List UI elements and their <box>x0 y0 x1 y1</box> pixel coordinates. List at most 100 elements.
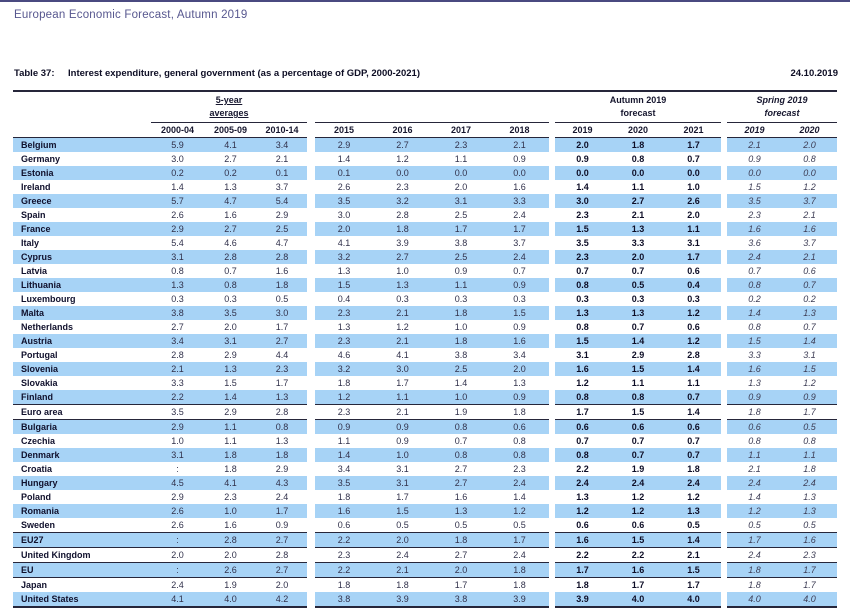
value-cell: 1.8 <box>257 278 307 292</box>
value-cell: 1.7 <box>555 562 610 578</box>
value-cell: 0.8 <box>576 322 589 332</box>
value-cell: 2.5 <box>454 210 468 220</box>
group-header-row: 5-year averages Autumn 2019 forecast Spr… <box>13 92 837 123</box>
table-row: Germany 3.0 2.7 2.1 1.4 1.2 1.1 0.9 0.9 0.8 0.7 0.9… <box>13 152 837 166</box>
table-row: Slovenia 2.1 1.3 2.3 3.2 3.0 2.5 2.0 1.6 1.5 1.4 1.… <box>13 362 838 376</box>
value-cell: 2.3 <box>748 210 761 220</box>
column-gap <box>721 390 728 405</box>
column-gap <box>721 306 728 320</box>
table-row: Belgium 5.9 4.1 3.4 2.9 2.7 2.3 2.1 2.0 1.8 1.7 2.1… <box>13 137 838 152</box>
value-cell: 1.8 <box>204 448 257 462</box>
table-row: Hungary 4.5 4.1 4.3 3.5 3.1 2.7 2.4 2.4 2.4 2.4 2.4… <box>13 476 838 490</box>
value-cell: 3.1 <box>576 350 589 360</box>
column-gap <box>549 166 555 180</box>
value-cell: 1.7 <box>432 222 490 236</box>
value-cell: 2.1 <box>803 210 816 220</box>
column-gap <box>721 504 728 518</box>
column-gap <box>307 292 315 306</box>
value-cell: 0.5 <box>803 520 816 530</box>
column-gap <box>549 137 555 152</box>
value-cell: 1.9 <box>224 580 237 590</box>
value-cell: 2.0 <box>782 137 838 152</box>
value-cell: 1.8 <box>396 580 409 590</box>
value-cell: 0.9 <box>315 419 373 434</box>
value-cell: 1.7 <box>803 580 816 590</box>
value-cell: 3.0 <box>337 210 351 220</box>
table-row: Spain 2.6 1.6 2.9 3.0 2.8 2.5 2.4 2.3 2.1 2.0 2.3 2.… <box>13 208 837 222</box>
value-cell: 0.9 <box>513 322 526 332</box>
value-cell: 1.8 <box>337 580 351 590</box>
value-cell: 0.3 <box>631 294 645 304</box>
column-gap <box>307 334 315 348</box>
col-spring-2020: 2020 <box>782 122 838 138</box>
value-cell: 2.1 <box>631 210 645 220</box>
value-cell: 1.1 <box>432 278 490 292</box>
value-cell: 3.4 <box>151 334 204 348</box>
value-cell: 5.9 <box>151 137 204 152</box>
value-cell: 0.6 <box>490 419 549 434</box>
value-cell: 2.3 <box>576 210 589 220</box>
column-gap <box>307 194 315 208</box>
value-cell: 2.7 <box>432 476 490 490</box>
value-cell: 2.7 <box>454 550 468 560</box>
row-label: Lithuania <box>13 278 151 292</box>
value-cell: 1.3 <box>513 378 526 388</box>
value-cell: 2.4 <box>275 492 289 502</box>
row-label: United Kingdom <box>21 550 91 560</box>
value-cell: 2.8 <box>204 532 257 548</box>
column-gap <box>721 419 728 434</box>
column-gap <box>549 278 555 292</box>
value-cell: 2.3 <box>803 550 816 560</box>
value-cell: 1.6 <box>490 334 549 348</box>
value-cell: 0.7 <box>454 436 468 446</box>
value-cell: 3.1 <box>204 334 257 348</box>
value-cell: 2.2 <box>315 532 373 548</box>
column-gap <box>721 222 728 236</box>
table-row: Ireland 1.4 1.3 3.7 2.6 2.3 2.0 1.6 1.4 1.1 1.0 1.5… <box>13 180 837 194</box>
table-row: Bulgaria 2.9 1.1 0.8 0.9 0.9 0.8 0.6 0.6 0.6 0.6 0.… <box>13 419 838 434</box>
value-cell: 2.9 <box>315 137 373 152</box>
value-cell: 3.1 <box>151 448 204 462</box>
value-cell: 1.4 <box>727 306 783 320</box>
column-gap <box>307 376 315 390</box>
column-gap <box>307 278 315 292</box>
value-cell: 0.2 <box>803 294 816 304</box>
table-row: Croatia: 1.8 2.9 3.4 3.1 2.7 2.3 2.2 1.9 1.8 2.1 1.… <box>13 462 837 476</box>
value-cell: 1.0 <box>373 448 432 462</box>
value-cell: 2.9 <box>151 222 204 236</box>
row-label: Finland <box>13 390 151 405</box>
value-cell: 3.1 <box>687 238 700 248</box>
value-cell: 2.4 <box>782 476 838 490</box>
value-cell: 2.3 <box>432 137 490 152</box>
row-label: Euro area <box>13 404 151 420</box>
table-header: 5-year averages Autumn 2019 forecast Spr… <box>13 92 838 138</box>
value-cell: 1.7 <box>782 404 838 420</box>
value-cell: 0.2 <box>204 166 257 180</box>
value-cell: 0.9 <box>782 390 838 405</box>
value-cell: 1.4 <box>513 492 526 502</box>
value-cell: 0.0 <box>432 166 490 180</box>
value-cell: 2.9 <box>275 464 289 474</box>
value-cell: 2.4 <box>748 550 761 560</box>
value-cell: 0.7 <box>576 436 589 446</box>
value-cell: 1.1 <box>782 448 838 462</box>
value-cell: 0.9 <box>513 154 526 164</box>
column-gap <box>307 592 315 607</box>
value-cell: 0.4 <box>666 278 722 292</box>
value-cell: 1.0 <box>204 504 257 518</box>
value-cell: 0.3 <box>396 294 409 304</box>
col-2015: 2015 <box>315 122 373 138</box>
value-cell: 1.0 <box>396 266 409 276</box>
value-cell: 1.3 <box>224 182 237 192</box>
value-cell: 0.0 <box>610 166 666 180</box>
value-cell: 0.9 <box>275 520 289 530</box>
value-cell: 1.2 <box>396 322 409 332</box>
value-cell: 0.0 <box>666 166 722 180</box>
value-cell: 1.1 <box>373 390 432 405</box>
value-cell: 1.1 <box>666 222 722 236</box>
value-cell: 1.3 <box>666 504 722 518</box>
value-cell: 2.6 <box>204 562 257 578</box>
value-cell: 0.5 <box>687 520 700 530</box>
value-cell: 1.7 <box>490 222 549 236</box>
value-cell: 1.9 <box>631 464 645 474</box>
